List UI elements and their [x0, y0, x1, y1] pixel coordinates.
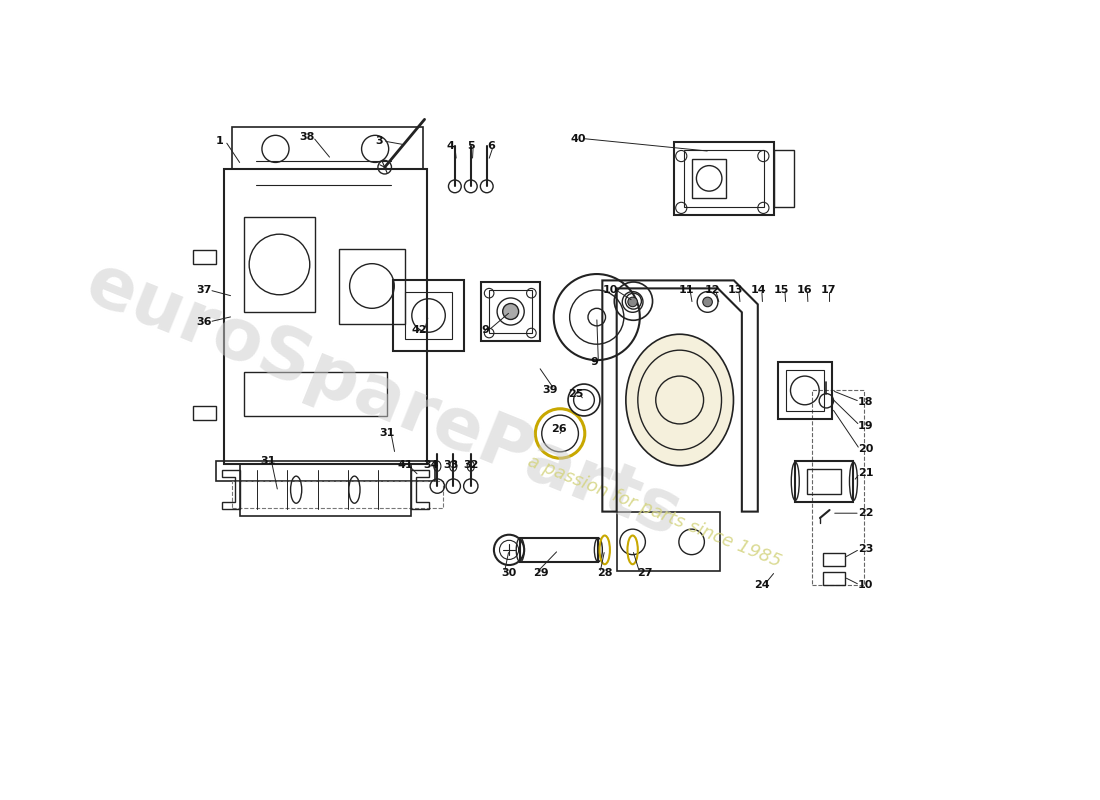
Bar	[194, 406, 216, 420]
Text: 34: 34	[424, 460, 439, 470]
Text: 22: 22	[858, 508, 873, 518]
Text: 30: 30	[502, 568, 517, 578]
Text: 5: 5	[468, 142, 474, 151]
Bar	[240, 464, 411, 515]
Ellipse shape	[626, 334, 734, 466]
Text: 1: 1	[216, 136, 223, 146]
Text: 21: 21	[858, 468, 873, 478]
Text: 10: 10	[858, 580, 873, 590]
Text: 28: 28	[597, 568, 613, 578]
Text: 29: 29	[534, 568, 549, 578]
Bar	[812, 390, 864, 585]
Bar	[339, 249, 405, 324]
Bar	[243, 372, 387, 416]
Bar	[785, 370, 824, 411]
Text: 41: 41	[397, 460, 414, 470]
Text: a passion for parts since 1985: a passion for parts since 1985	[525, 452, 783, 571]
Text: 40: 40	[571, 134, 586, 143]
Bar	[481, 282, 540, 341]
Bar	[232, 482, 443, 508]
Bar	[232, 127, 424, 169]
Text: 13: 13	[728, 285, 744, 295]
Bar	[773, 150, 794, 207]
Text: euroSpareParts: euroSpareParts	[76, 249, 691, 551]
Bar	[520, 538, 598, 562]
Bar	[243, 217, 316, 312]
Text: 16: 16	[798, 285, 813, 295]
Bar	[778, 362, 832, 419]
Text: 24: 24	[754, 580, 770, 590]
Text: 19: 19	[858, 421, 873, 430]
Bar	[216, 462, 434, 482]
Text: 32: 32	[463, 460, 478, 470]
Bar	[406, 292, 452, 338]
Text: 4: 4	[447, 142, 454, 151]
Text: 33: 33	[443, 460, 459, 470]
Text: 17: 17	[821, 285, 836, 295]
Bar	[807, 469, 840, 494]
Text: 36: 36	[196, 317, 211, 327]
Text: 31: 31	[260, 456, 275, 466]
Bar	[674, 142, 773, 215]
Bar	[490, 290, 532, 333]
Text: 3: 3	[375, 136, 383, 146]
Bar	[194, 250, 216, 265]
Text: 6: 6	[487, 142, 495, 151]
Text: 39: 39	[542, 385, 559, 394]
Text: 23: 23	[858, 544, 873, 554]
Circle shape	[703, 297, 713, 306]
Text: 9: 9	[591, 357, 598, 366]
Bar	[394, 281, 463, 350]
Text: 14: 14	[751, 285, 767, 295]
Circle shape	[503, 303, 518, 319]
Bar	[684, 150, 764, 207]
Text: 37: 37	[196, 285, 211, 295]
Text: 42: 42	[411, 325, 427, 335]
Text: 10: 10	[603, 285, 618, 295]
Text: 20: 20	[858, 445, 873, 454]
Bar	[823, 572, 846, 585]
Text: 27: 27	[637, 568, 652, 578]
Text: 18: 18	[858, 397, 873, 406]
Text: 25: 25	[569, 389, 584, 398]
Text: 12: 12	[705, 285, 720, 295]
Text: 38: 38	[299, 132, 315, 142]
Text: 11: 11	[679, 285, 694, 295]
Bar	[692, 159, 726, 198]
Bar	[617, 512, 720, 571]
Bar	[823, 553, 846, 566]
Circle shape	[628, 297, 637, 306]
Bar	[223, 169, 427, 464]
Text: 9: 9	[481, 325, 490, 335]
Bar	[795, 461, 854, 502]
Text: 26: 26	[551, 425, 566, 434]
Text: 31: 31	[379, 429, 395, 438]
Text: 15: 15	[774, 285, 790, 295]
